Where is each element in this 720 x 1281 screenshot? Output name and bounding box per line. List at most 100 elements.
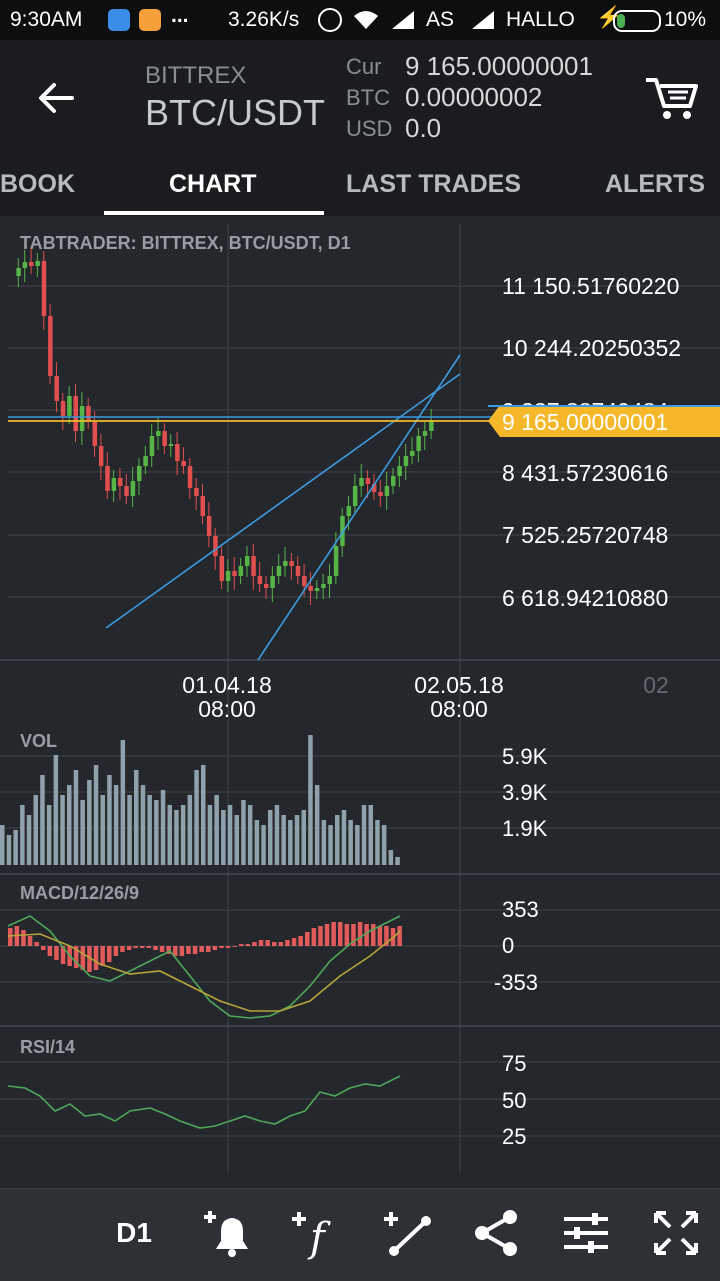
btc-value: 0.00000002 (405, 82, 543, 112)
candle-body (149, 436, 155, 456)
candle-body (264, 584, 269, 588)
macd-bar (173, 946, 178, 956)
tab-last-trades[interactable]: LAST TRADES (346, 170, 521, 198)
time-tick-time: 08:00 (430, 696, 488, 722)
candle-body (327, 576, 332, 584)
usd-label: USD (346, 116, 393, 141)
candle-body (67, 396, 72, 416)
add-drawing-icon (384, 1212, 431, 1256)
candle-body (422, 431, 428, 436)
volume-bar (147, 795, 152, 865)
tab-chart[interactable]: CHART (169, 170, 257, 198)
macd-bar (8, 928, 13, 946)
tab-alerts[interactable]: ALERTS (605, 170, 705, 198)
candle-body (187, 466, 193, 488)
add-drawing-button[interactable] (378, 1203, 438, 1263)
cart-icon[interactable] (644, 74, 700, 122)
macd-title: MACD/12/26/9 (20, 883, 139, 903)
fullscreen-button[interactable] (646, 1203, 706, 1263)
volume-bar (221, 810, 226, 865)
macd-bar (199, 946, 204, 952)
candle-body (238, 566, 244, 576)
settings-button[interactable] (556, 1203, 616, 1263)
price-tick: 6 618.94210880 (502, 585, 668, 611)
volume-bar (355, 825, 360, 865)
volume-bar (107, 775, 112, 865)
volume-bar (321, 820, 327, 865)
candle-body (251, 556, 256, 576)
candle-body (73, 396, 78, 431)
share-icon (475, 1210, 517, 1256)
candle-body (35, 261, 40, 266)
candle-body (384, 486, 390, 496)
macd-bar (60, 946, 66, 964)
candle-body (232, 571, 237, 576)
volume-tick: 3.9K (502, 780, 548, 805)
candle-body (340, 516, 345, 546)
macd-bar (305, 932, 310, 946)
tab-book[interactable]: BOOK (0, 170, 75, 198)
macd-bar (272, 942, 277, 946)
volume-bar (348, 820, 353, 865)
add-indicator-button[interactable]: f (286, 1203, 346, 1263)
macd-bar (239, 944, 244, 946)
macd-bar (232, 946, 237, 947)
volume-bar (294, 815, 300, 865)
chart-area[interactable]: TABTRADER: BITTREX, BTC/USDT, D1 VOL MAC… (0, 216, 720, 1188)
volume-bar (261, 825, 266, 865)
candle-body (98, 446, 104, 466)
trendline-lower[interactable] (257, 354, 461, 661)
macd-bar (146, 946, 152, 948)
candle-body (41, 261, 47, 316)
volume-bar (361, 805, 367, 865)
macd-bar (159, 946, 165, 952)
macd-bar (80, 946, 86, 970)
cur-label: Cur (346, 54, 382, 79)
add-alert-button[interactable] (196, 1203, 256, 1263)
candle-body (92, 421, 98, 446)
time-tick-date: 01.04.18 (182, 672, 272, 698)
candle-body (346, 506, 352, 516)
volume-bar (227, 805, 233, 865)
back-arrow-icon[interactable] (34, 76, 78, 120)
volume-bar (201, 765, 206, 865)
volume-bar (375, 820, 380, 865)
rsi-title: RSI/14 (20, 1037, 75, 1057)
volume-bar (207, 805, 213, 865)
macd-bar (212, 946, 218, 950)
volume-bar (0, 825, 5, 865)
volume-bar (381, 825, 387, 865)
price-chart[interactable]: TABTRADER: BITTREX, BTC/USDT, D1 VOL MAC… (0, 216, 720, 1188)
share-button[interactable] (466, 1203, 526, 1263)
timeframe-button[interactable]: D1 (116, 1217, 152, 1248)
candle-body (16, 268, 21, 276)
volume-bar (268, 810, 273, 865)
candle-body (86, 406, 91, 421)
macd-bar (74, 946, 79, 968)
price-tick: 7 525.25720748 (502, 522, 668, 548)
candle-body (365, 478, 371, 484)
volume-bar (274, 805, 280, 865)
candle-body (257, 576, 263, 584)
active-tab-indicator (104, 211, 324, 215)
candle-body (168, 444, 174, 446)
volume-bar (281, 815, 286, 865)
macd-tick: 353 (502, 897, 539, 922)
candle-body (225, 571, 231, 581)
price-tick: 10 244.20250352 (502, 335, 681, 361)
candle-body (105, 466, 110, 491)
volume-bar (314, 785, 320, 865)
more-notifications: ... (171, 4, 189, 27)
macd-bar (133, 946, 138, 948)
macd-bar (311, 928, 317, 946)
macd-bar (93, 946, 99, 970)
add-alert-icon (204, 1211, 248, 1257)
network-speed: 3.26K/s (228, 8, 300, 31)
volume-bar (53, 755, 59, 865)
volume-bar (80, 800, 85, 865)
volume-bar (241, 800, 246, 865)
trendline-upper[interactable] (105, 373, 461, 629)
price-axis-labels: 11 150.51760220 10 244.20250352 9 337.88… (502, 273, 681, 611)
candle-body (219, 556, 225, 581)
macd-bar (318, 926, 323, 946)
